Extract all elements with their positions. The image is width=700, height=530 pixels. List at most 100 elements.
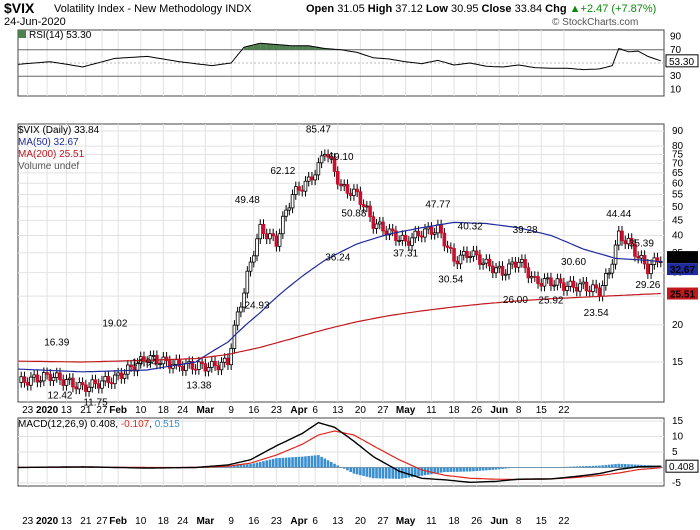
price-annotation: 62.12 [270,166,295,177]
macd-tick-label: 15 [672,416,684,427]
candle-body [122,373,127,379]
candle-body [629,237,634,245]
candle-body [429,226,434,235]
price-badge [667,287,698,300]
candle-body [600,285,605,297]
macd-hist-bar [627,464,630,468]
macd-hist-bar [401,467,404,479]
macd-hist-bar [355,467,359,475]
candle-body [516,261,521,268]
macd-hist-bar [239,464,243,468]
candle-body [255,238,259,257]
price-legend: $VIX (Daily) 33.84 [18,125,99,136]
x-tick-label-price: 10 [135,405,147,416]
candle-body [390,228,395,232]
macd-hist-bar [359,467,362,476]
macd-hist-bar [433,467,436,474]
price-annotation: 26.00 [503,295,528,306]
candle-body [51,377,56,382]
price-annotation: 11.75 [83,397,108,408]
candle-body [180,366,185,371]
candle-body [578,283,582,292]
candle-body [636,255,640,259]
candle-body [604,273,608,286]
candle-body [25,381,30,386]
macd-hist-bar [320,456,323,468]
x-tick-label-price: 21 [80,405,92,416]
x-tick-label-price: May [396,405,416,416]
candle-body [394,230,398,241]
candle-body [281,215,285,235]
candle-body [407,240,411,246]
price-annotation: 44.44 [606,209,631,220]
candle-body [623,240,628,245]
candle-body [158,363,162,366]
x-tick-label-macd: Apr [290,516,307,527]
macd-hist-bar [601,465,604,468]
candle-body [164,356,169,362]
rsi-tick-label: 70 [670,45,682,56]
x-tick-label-price: 15 [536,405,548,416]
candle-body [562,282,566,291]
rsi-current-badge [665,54,699,68]
candle-body [397,240,401,242]
x-tick-label-price: 11 [426,405,437,416]
x-tick-label-macd: 18 [448,516,460,527]
price-annotation: 37.31 [393,249,418,260]
ma200-legend-text: MA(200) 25.51 [18,149,85,160]
x-tick-label-macd: 23 [271,516,283,527]
candle-body [533,275,537,278]
candle-body [48,373,53,382]
macd-hist-bar [436,467,440,474]
open-value: 31.05 [337,3,365,15]
instrument-name: Volatility Index - New Methodology INDX [54,3,252,15]
x-tick-label-macd: 27 [96,516,108,527]
candle-body [45,372,49,375]
candle-body [633,243,637,257]
candle-body [306,176,311,182]
price-tick-label: 80 [672,141,684,152]
candle-body [484,258,489,264]
candle-body [549,277,553,287]
candle-body [277,233,282,247]
candle-body [129,364,133,368]
macd-hist-bar [578,466,582,468]
low-label: Low [425,3,448,15]
price-badge-label: 25.51 [670,290,695,301]
candle-body [100,380,104,389]
x-tick-label-macd: 20 [355,516,367,527]
candle-body [358,191,363,205]
macd-hist-bar [268,459,272,468]
macd-hist-bar [249,464,252,468]
candle-body [264,233,269,240]
candle-body [323,154,327,157]
macd-hist-bar [417,467,420,477]
high-label: High [367,3,393,15]
macd-hist-bar [317,455,320,468]
candle-body [419,235,424,238]
macd-hist-bar [365,467,369,477]
price-annotation: 12.42 [47,390,72,401]
price-annotation: 30.60 [561,257,586,268]
candle-body [235,311,240,326]
macd-legend: MACD(12,26,9) 0.408, -0.107, 0.515 [18,419,180,430]
candle-body [290,194,295,209]
candle-body [352,188,356,196]
candle-body [513,261,518,268]
volume-legend: Volume undef [18,161,79,172]
macd-tick-label: 10 [672,432,684,443]
x-tick-label-macd: 27 [377,516,389,527]
macd-hist-bar [449,467,453,472]
macd-hist-bar [465,467,469,472]
x-tick-label-macd: Mar [196,516,214,527]
x-tick-label-price: Mar [196,405,214,416]
x-tick-label-macd: 23 [22,516,34,527]
candle-body [536,276,540,284]
candle-body [423,228,427,238]
up-triangle-icon: ▲ [569,3,581,15]
candle-body [581,281,586,285]
macd-hist-bar [556,467,559,468]
x-tick-label-price: 6 [312,405,318,416]
candle-body [610,263,615,274]
